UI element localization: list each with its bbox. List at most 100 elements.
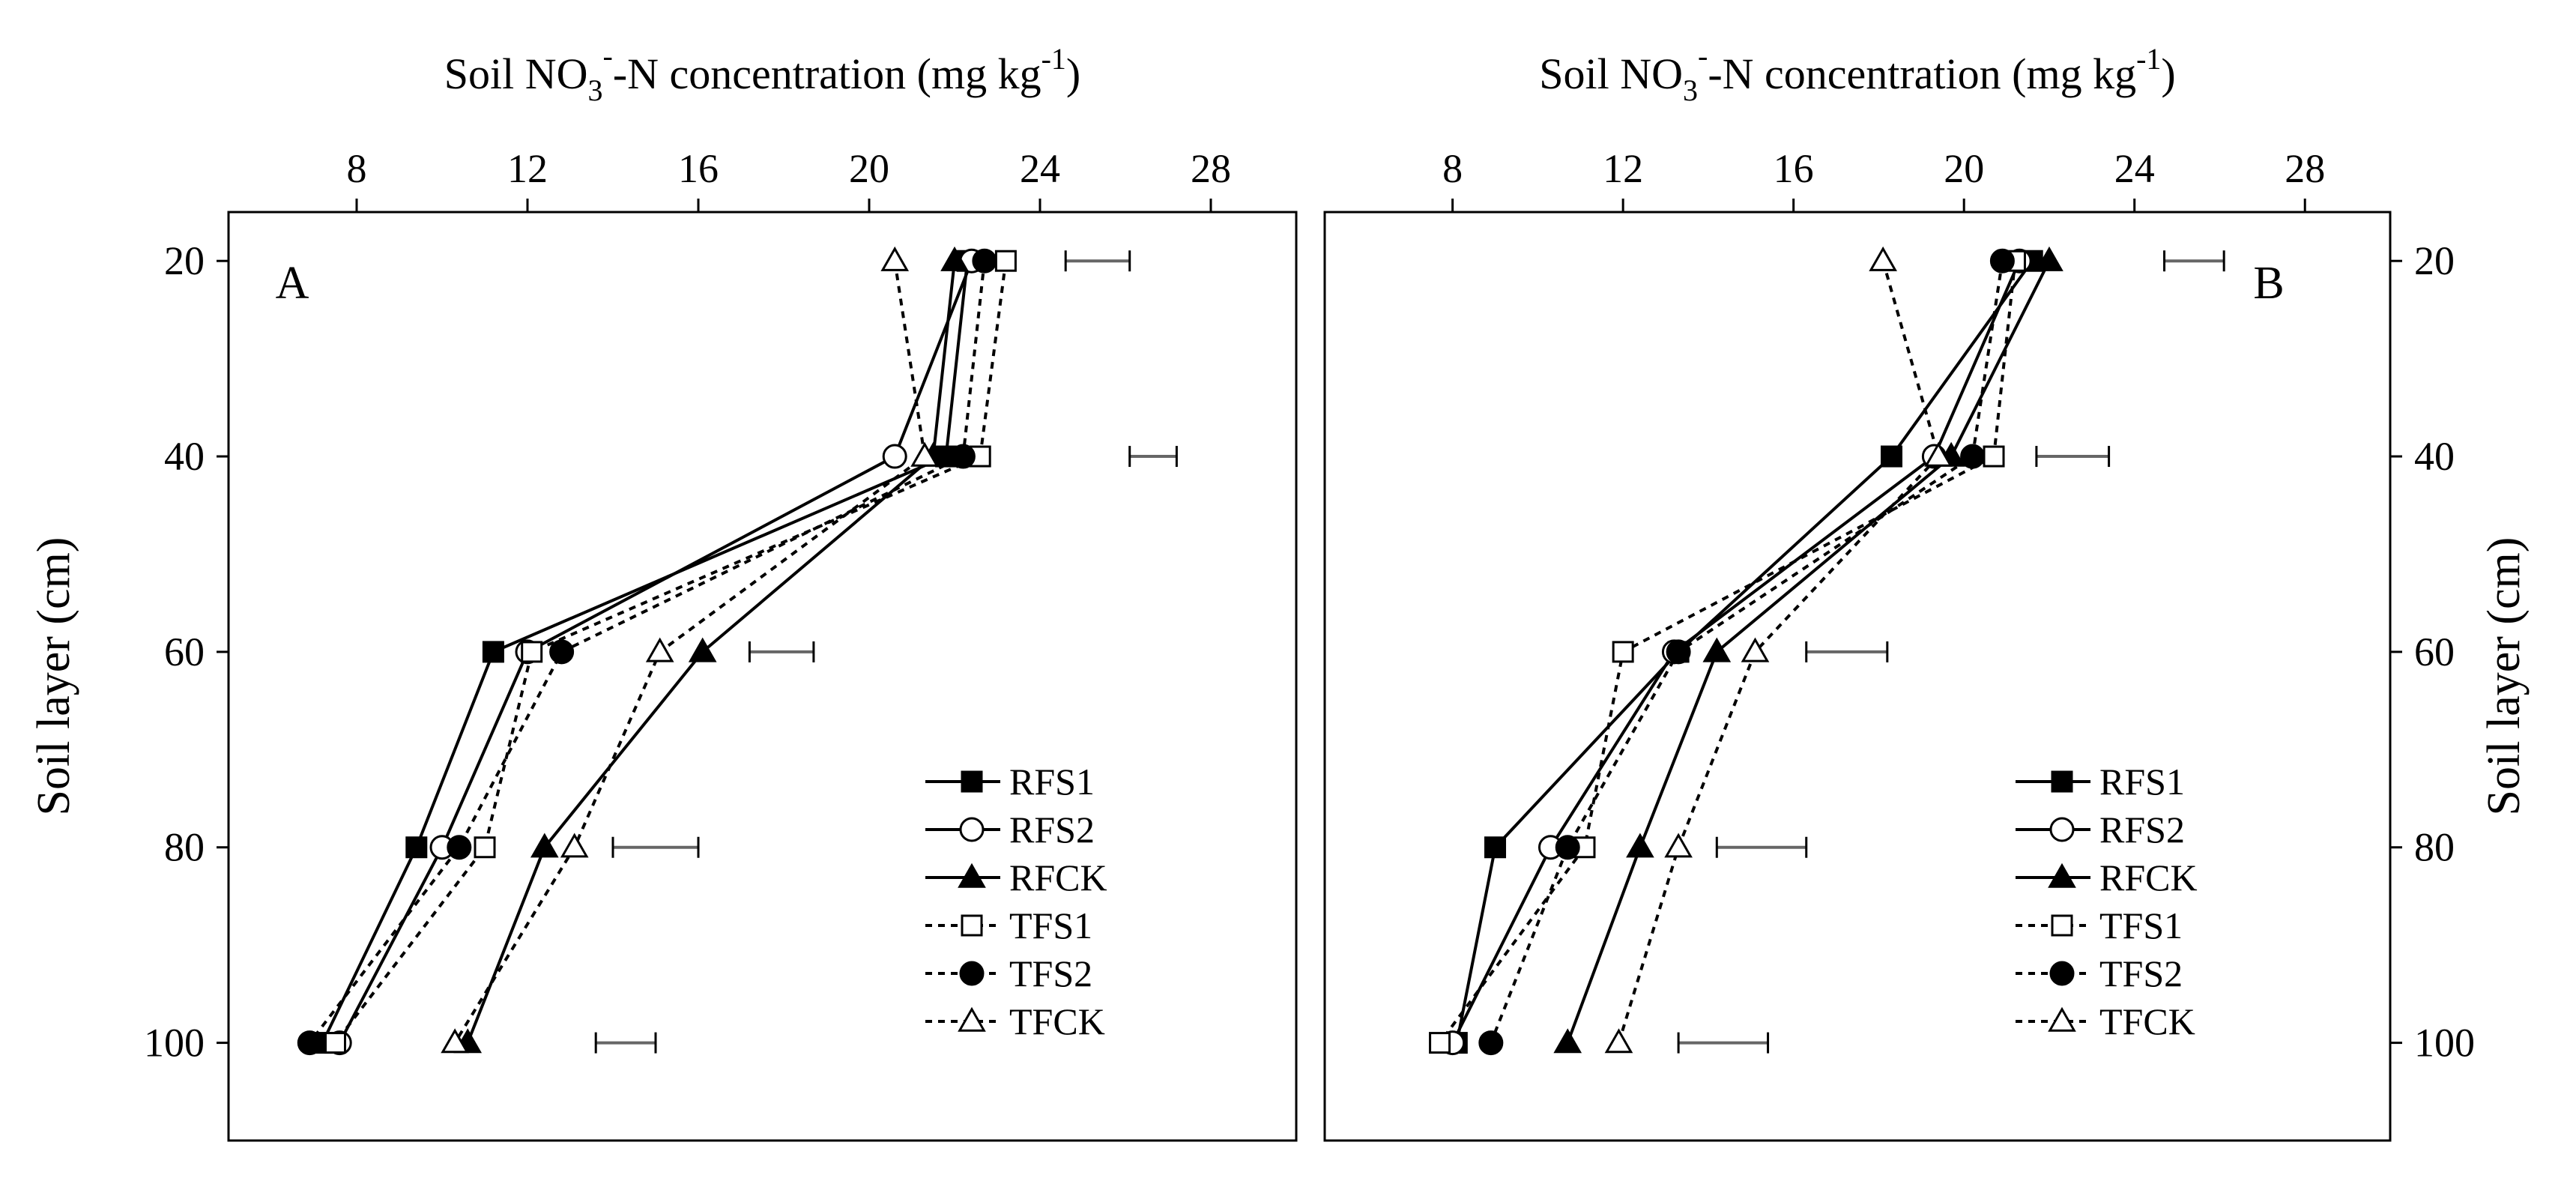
panel-a-legend-marker-rfck — [958, 863, 986, 888]
panel-b-point-tfck — [1664, 833, 1693, 858]
panel-a-legend: RFS1 RFS2 RFCK TFS1 TFS2 TFCK — [925, 761, 1107, 1042]
panel-b-point-tfs1 — [1429, 1032, 1451, 1054]
panel-a-point-tfs2 — [297, 1030, 322, 1056]
panel-b-error-bar — [2163, 250, 2225, 272]
panel-a-y-tick-label: 100 — [144, 1021, 205, 1066]
panel-b-point-tfs1 — [1983, 445, 2005, 468]
panel-a-point-rfck — [688, 637, 717, 662]
panel-a-series-line-rfs1 — [321, 260, 970, 1044]
panel-b-x-tick-label: 28 — [2285, 146, 2325, 191]
panel-b-error-bar — [2035, 446, 2111, 468]
panel-a-legend-marker-tfs2 — [959, 961, 985, 986]
panel-b-point-rfck — [1702, 637, 1732, 662]
panel-b-x-tick-label: 8 — [1442, 146, 1463, 191]
panel-a-legend-marker-tfck — [958, 1006, 986, 1032]
panel-a-legend-marker-rfs2 — [959, 817, 985, 842]
panel-a-point-tfs2 — [549, 639, 575, 665]
panel-a-y-tick-label: 60 — [164, 629, 205, 674]
panel-b-legend-marker-rfs1 — [2051, 770, 2073, 793]
panel-b-y-tick-label: 40 — [2414, 434, 2455, 479]
panel-a-legend-marker-tfs1 — [961, 914, 983, 937]
panel-b-point-tfs1 — [1612, 641, 1634, 663]
panel-b-legend-marker-tfs2 — [2049, 961, 2075, 986]
panel-b-series-line-tfs1 — [1438, 260, 2017, 1044]
panel-a-point-tfs1 — [324, 1032, 346, 1054]
panel-a-point-tfck — [880, 246, 910, 271]
panel-a-point-tfck — [441, 1028, 469, 1054]
panel-b-y-tick-label: 100 — [2414, 1021, 2475, 1066]
panel-b-x-tick-label: 16 — [1774, 146, 1814, 191]
panel-b-point-rfck — [2035, 246, 2063, 271]
panel-b-plot-frame — [1323, 211, 2392, 1142]
panel-a-y-axis-title: Soil layer (cm) — [28, 537, 79, 816]
panel-a-x-tick-label: 20 — [849, 146, 889, 191]
panel-a-legend-label-tfck: TFCK — [1009, 1000, 1105, 1042]
panel-b-point-tfck — [1604, 1028, 1633, 1054]
panel-b-point-rfs1 — [1484, 836, 1507, 859]
panel-b-legend-marker-rfck — [2048, 863, 2076, 888]
panel-b-y-tick-label: 80 — [2414, 825, 2455, 870]
panel-a-point-tfck — [645, 637, 674, 662]
panel-b-legend-label-tfs1: TFS1 — [2099, 904, 2183, 946]
panel-a-y-tick-label: 40 — [164, 434, 205, 479]
panel-a-error-bar — [1064, 250, 1131, 272]
panel-b-legend: RFS1 RFS2 RFCK TFS1 TFS2 TFCK — [2016, 761, 2198, 1042]
chart-panel-a: 8 12 16 20 24 28 20 40 60 80 100 Soil NO3--N concen… — [28, 39, 1298, 1142]
panel-b-x-tick-label: 20 — [1944, 146, 1984, 191]
panel-a-legend-label-tfs2: TFS2 — [1009, 952, 1092, 994]
panel-a-x-tick-label: 12 — [507, 146, 548, 191]
panel-a-point-rfs2 — [882, 444, 907, 469]
panel-b-point-tfck — [1741, 637, 1770, 662]
panel-a-error-bar — [611, 836, 700, 858]
panel-a-legend-label-rfs2: RFS2 — [1009, 809, 1095, 851]
panel-b-error-bar — [1805, 641, 1889, 662]
panel-b-legend-marker-tfs1 — [2051, 914, 2073, 937]
panel-b-point-tfs2 — [1989, 248, 2015, 274]
panel-a-series-line-tfs2 — [308, 260, 986, 1044]
panel-b-point-tfs2 — [1555, 835, 1580, 860]
panel-a-x-tick-label: 16 — [678, 146, 719, 191]
panel-b-legend-label-tfs2: TFS2 — [2099, 952, 2183, 994]
panel-b-legend-label-tfck: TFCK — [2099, 1000, 2195, 1042]
panel-a-y-tick-label: 80 — [164, 825, 205, 870]
panel-a-point-rfck — [940, 246, 969, 271]
panel-a-point-tfs1 — [994, 250, 1017, 272]
panel-a-point-tfck — [560, 833, 589, 858]
panel-a-point-rfck — [530, 833, 559, 858]
panel-b-error-bar — [1715, 836, 1808, 858]
panel-b-label: B — [2253, 258, 2284, 309]
panel-b-legend-label-rfs1: RFS1 — [2099, 761, 2185, 803]
panel-b-series-line-rfs1 — [1455, 260, 2034, 1043]
panel-a-x-axis-title: Soil NO3--N concentration (mg kg-1) — [444, 39, 1081, 107]
panel-b-x-tick-label: 24 — [2114, 146, 2155, 191]
panel-a-point-tfs2 — [447, 835, 472, 860]
chart-panel-b: 8 12 16 20 24 28 20 40 60 80 100 Soil NO3--N concen… — [1323, 39, 2530, 1142]
panel-b-y-axis-title: Soil layer (cm) — [2479, 537, 2530, 816]
panel-a-x-tick-label: 28 — [1191, 146, 1231, 191]
panel-b-series-line-tfs2 — [1489, 260, 2004, 1044]
panel-b-y-tick-label: 20 — [2414, 238, 2455, 283]
panel-b-point-rfck — [1626, 833, 1654, 858]
panel-a-x-tick-label: 24 — [1020, 146, 1060, 191]
panel-b-x-tick-label: 12 — [1603, 146, 1643, 191]
panel-a-point-tfs1 — [521, 641, 543, 663]
panel-a-error-bar — [594, 1032, 657, 1054]
panel-a-x-tick-label: 8 — [347, 146, 367, 191]
panel-a-legend-label-rfck: RFCK — [1009, 857, 1107, 898]
panel-b-legend-marker-tfck — [2048, 1006, 2076, 1032]
panel-a-point-tfs1 — [474, 836, 496, 859]
panel-a-point-rfs1 — [405, 836, 428, 859]
panel-a-series-line-tfs1 — [333, 260, 1008, 1044]
panel-b-error-bar — [1677, 1032, 1770, 1054]
panel-b-point-tfs2 — [1666, 639, 1691, 665]
panel-b-x-axis-title: Soil NO3--N concentration (mg kg-1) — [1539, 39, 2176, 107]
panel-a-error-bar — [748, 641, 815, 662]
panel-a-point-tfck — [910, 441, 939, 467]
panel-a-point-tfs2 — [950, 444, 976, 469]
panel-a-y-tick-label: 20 — [164, 238, 205, 283]
panel-b-point-tfck — [1869, 246, 1897, 271]
panel-b-legend-label-rfck: RFCK — [2099, 857, 2198, 898]
panel-b-legend-marker-rfs2 — [2049, 817, 2075, 842]
panel-b-point-tfs2 — [1478, 1030, 1504, 1056]
